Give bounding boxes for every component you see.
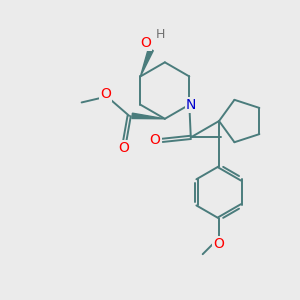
Text: O: O	[140, 36, 151, 50]
Text: O: O	[150, 133, 160, 147]
Text: O: O	[100, 87, 111, 101]
Text: O: O	[214, 237, 224, 251]
Polygon shape	[140, 49, 153, 76]
Polygon shape	[132, 113, 165, 119]
Text: H: H	[156, 28, 165, 41]
Text: O: O	[118, 141, 129, 154]
Text: N: N	[186, 98, 196, 112]
